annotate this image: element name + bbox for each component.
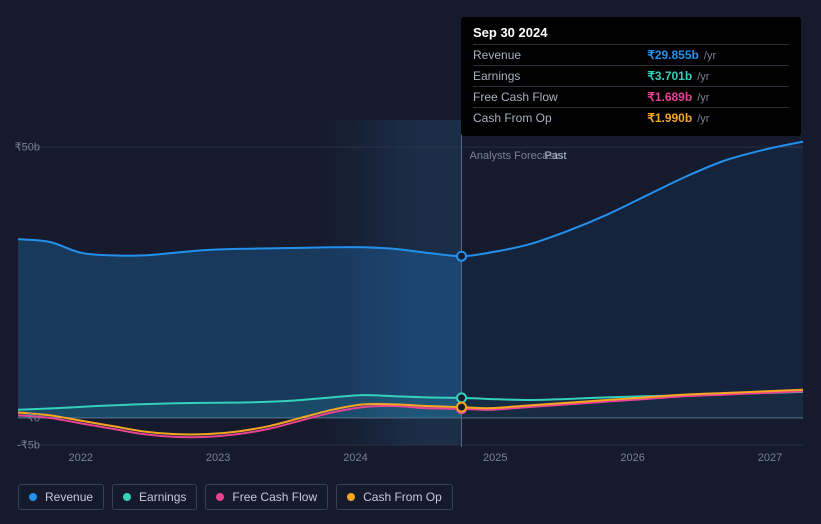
chart-tooltip: Sep 30 2024 Revenue₹29.855b /yrEarnings₹… — [461, 17, 801, 136]
legend-item-earnings[interactable]: Earnings — [112, 484, 197, 510]
legend-item-cfo[interactable]: Cash From Op — [336, 484, 453, 510]
tooltip-row: Free Cash Flow₹1.689b /yr — [473, 87, 789, 108]
tooltip-row: Cash From Op₹1.990b /yr — [473, 108, 789, 129]
legend-label: Free Cash Flow — [232, 490, 317, 504]
x-axis-tick-label: 2022 — [69, 452, 93, 464]
legend-item-revenue[interactable]: Revenue — [18, 484, 104, 510]
legend-label: Cash From Op — [363, 490, 442, 504]
y-axis-tick-label: ₹0 — [27, 411, 40, 424]
section-label-forecast: Analysts Forecasts — [470, 150, 563, 162]
x-axis-tick-label: 2025 — [483, 452, 507, 464]
tooltip-row: Revenue₹29.855b /yr — [473, 45, 789, 66]
y-axis-tick-label: -₹5b — [17, 439, 40, 452]
legend-item-fcf[interactable]: Free Cash Flow — [205, 484, 328, 510]
financial-chart: Sep 30 2024 Revenue₹29.855b /yrEarnings₹… — [0, 0, 821, 524]
chart-legend: Revenue Earnings Free Cash Flow Cash From O… — [18, 484, 453, 510]
legend-dot-icon — [347, 493, 355, 501]
x-axis-tick-label: 2024 — [343, 452, 367, 464]
x-axis-tick-label: 2023 — [206, 452, 230, 464]
legend-dot-icon — [216, 493, 224, 501]
tooltip-table: Revenue₹29.855b /yrEarnings₹3.701b /yrFr… — [473, 44, 789, 128]
tooltip-date: Sep 30 2024 — [473, 25, 789, 40]
legend-label: Revenue — [45, 490, 93, 504]
legend-dot-icon — [123, 493, 131, 501]
legend-label: Earnings — [139, 490, 186, 504]
tooltip-row: Earnings₹3.701b /yr — [473, 66, 789, 87]
x-axis-tick-label: 2027 — [758, 452, 782, 464]
y-axis-tick-label: ₹50b — [15, 141, 40, 154]
legend-dot-icon — [29, 493, 37, 501]
x-axis-tick-label: 2026 — [620, 452, 644, 464]
